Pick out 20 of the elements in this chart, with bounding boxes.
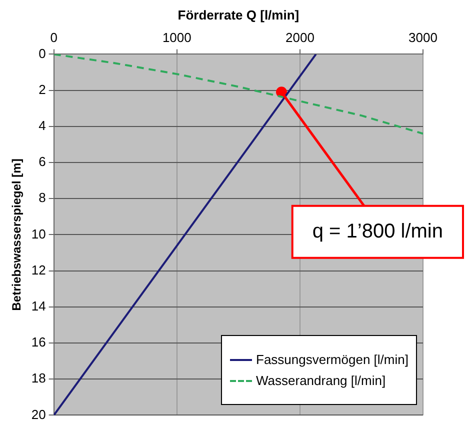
y-tick-label: 16 <box>31 334 46 350</box>
y-tick-label: 10 <box>31 226 46 242</box>
y-tick-label: 20 <box>31 406 46 422</box>
legend-label: Wasserandrang [l/min] <box>256 373 386 388</box>
y-tick-label: 18 <box>31 370 46 386</box>
y-tick-label: 2 <box>38 82 46 97</box>
x-tick-label: 3000 <box>408 30 438 45</box>
legend-label: Fassungsvermögen [l/min] <box>256 352 408 368</box>
y-tick-label: 8 <box>38 190 46 206</box>
x-tick-label: 1000 <box>162 30 192 45</box>
y-axis-title: Betriebswasserspiegel [m] <box>10 158 24 311</box>
y-tick-label: 0 <box>38 46 46 61</box>
x-tick-label: 0 <box>50 30 58 45</box>
annotation: q = 1’800 l/min <box>312 220 444 242</box>
x-axis-title: Förderrate Q [l/min] <box>178 7 300 22</box>
x-tick-label: 2000 <box>285 30 314 45</box>
y-tick-label: 14 <box>31 298 46 314</box>
y-tick-label: 12 <box>31 262 46 278</box>
y-tick-label: 6 <box>38 154 46 170</box>
y-tick-label: 4 <box>38 118 46 133</box>
